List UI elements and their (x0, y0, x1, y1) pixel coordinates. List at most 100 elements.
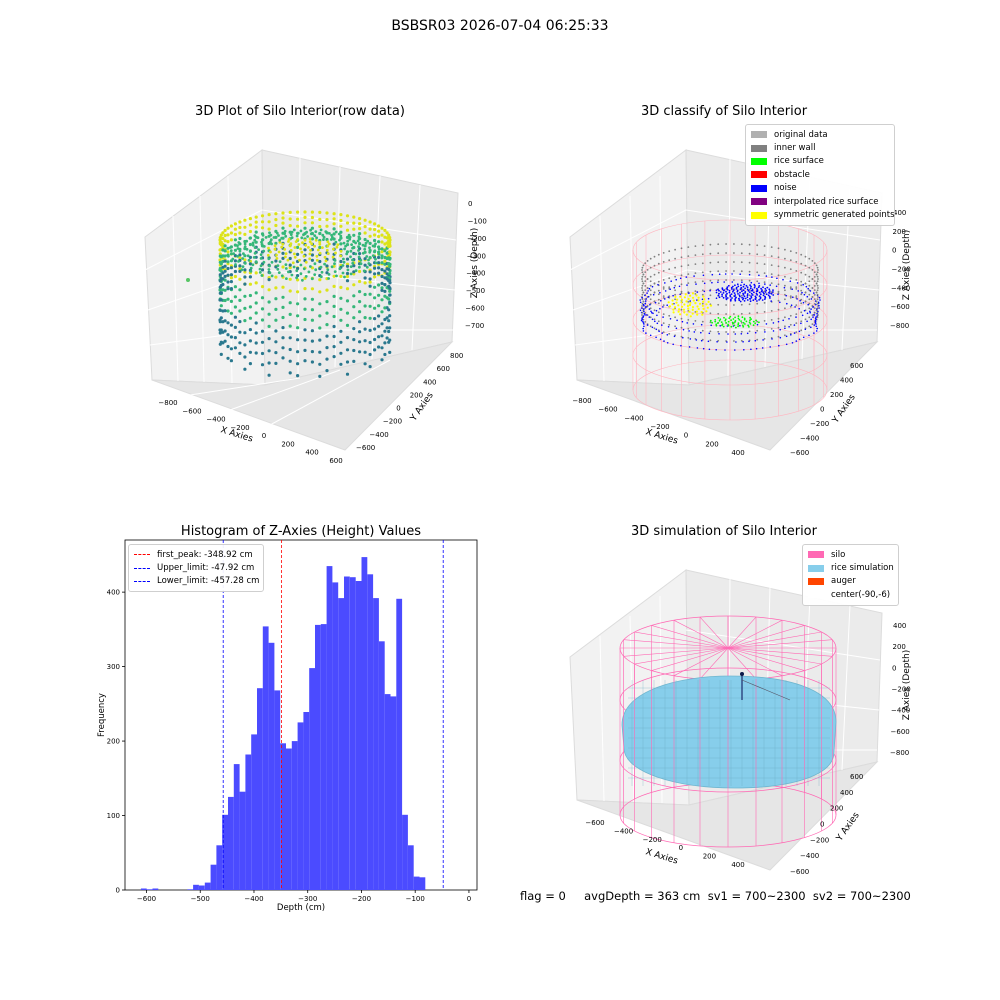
simulation-x-tick-label: −200 (643, 836, 662, 844)
histogram-bar (251, 734, 257, 890)
legend-label: interpolated rice surface (774, 196, 879, 207)
histogram-x-tick-label: −500 (191, 895, 210, 903)
histogram-x-tick-label: −100 (406, 895, 425, 903)
histogram-bar (198, 885, 205, 890)
histogram-frame (124, 539, 478, 891)
classify-y-tick-label: 200 (830, 391, 843, 399)
histogram-title: Histogram of Z-Axies (Height) Values (180, 524, 422, 539)
simulation-x-tick-label: 200 (703, 853, 716, 861)
histogram-bar (204, 882, 211, 890)
classify-y-tick-label: 400 (840, 377, 853, 385)
histogram-bar (268, 642, 275, 890)
classify-x-tick-label: −800 (572, 397, 591, 405)
histogram-bar (309, 668, 315, 890)
classify-zlabel: Z Axies (Depth) (902, 229, 912, 301)
histogram-bar (280, 743, 286, 890)
classify-plot-title: 3D classify of Silo Interior (640, 104, 808, 119)
histogram-x-ticks: −600 −500 −400 −300 −200 −100 0 (137, 890, 471, 903)
histogram-ylabel: Frequency (97, 693, 107, 737)
legend-label: obstacle (774, 169, 810, 180)
histogram-bar (373, 598, 379, 890)
simulation-z-tick-label: −800 (890, 749, 909, 757)
histogram-bar (291, 741, 298, 890)
legend-swatch (808, 591, 824, 599)
simulation-z-tick-label: 0 (892, 664, 896, 672)
histogram-bar (228, 796, 234, 890)
histogram-y-ticks: 0 100 200 300 400 (107, 589, 125, 895)
simulation-plot-title: 3D simulation of Silo Interior (631, 524, 817, 539)
legend-swatch (808, 564, 824, 572)
histogram-bar (297, 722, 304, 890)
legend-swatch (751, 198, 767, 206)
classify-z-tick-label: 400 (893, 209, 906, 217)
raw-axes-panes (144, 149, 459, 451)
simulation-y-tick-label: 0 (820, 821, 824, 829)
histogram-bar (152, 888, 159, 890)
classify-y-tick-label: 0 (820, 406, 824, 414)
histogram-bar (222, 814, 228, 890)
legend-swatch (751, 144, 767, 152)
legend-label: silo (831, 549, 846, 560)
histogram-bar (187, 889, 194, 890)
simulation-z-tick-label: 400 (893, 622, 906, 630)
classify-x-tick-label: 0 (684, 432, 688, 440)
classify-x-tick-label: −400 (624, 414, 643, 422)
histogram-bar (413, 876, 420, 890)
raw-y-tick-label: 400 (423, 378, 436, 386)
legend-label: Upper_limit: -47.92 cm (157, 563, 255, 574)
histogram-legend-item: Upper_limit: -47.92 cm (134, 561, 258, 574)
raw-y-tick-label: 800 (450, 352, 463, 360)
histogram-y-tick-label: 300 (107, 663, 120, 671)
classify-legend-item: noise (751, 182, 889, 195)
legend-line-swatch (134, 580, 150, 582)
histogram-bar (210, 864, 217, 890)
raw-x-tick-label: 0 (262, 432, 266, 440)
histogram-bar (320, 624, 327, 890)
histogram-bar (245, 754, 252, 890)
raw-outlier-point (186, 278, 190, 282)
raw-z-tick-label: −700 (465, 322, 484, 330)
raw-y-tick-label: −200 (383, 418, 402, 426)
simulation-legend-item: center(-90,-6) (808, 588, 893, 601)
raw-y-tick-label: −400 (369, 431, 388, 439)
raw-zlabel: Z Axies (Depth) (470, 227, 480, 299)
histogram-y-tick-label: 200 (107, 738, 120, 746)
legend-swatch (808, 577, 824, 585)
classify-silo-wireframe (632, 219, 828, 421)
histogram-x-tick-label: −200 (352, 895, 371, 903)
raw-x-tick-label: −800 (158, 399, 177, 407)
histogram-bar (355, 581, 362, 890)
legend-label: noise (774, 183, 797, 194)
histogram-bar (303, 712, 310, 890)
histogram-bar (146, 889, 153, 890)
raw-x-tick-label: −600 (182, 407, 201, 415)
classify-x-tick-label: 400 (731, 449, 744, 457)
histogram-x-tick-label: 0 (467, 895, 471, 903)
histogram-bar (367, 574, 374, 890)
histogram-bars (140, 557, 426, 890)
legend-label: first_peak: -348.92 cm (157, 549, 253, 560)
classify-y-tick-label: 600 (850, 362, 863, 370)
raw-x-tick-label: 600 (329, 457, 342, 465)
raw-x-tick-label: 200 (281, 440, 294, 448)
histogram-bar (315, 624, 321, 890)
simulation-silo-wireframe-back (619, 615, 837, 848)
simulation-legend: silo rice simulation auger center(-90,-6) (802, 544, 899, 606)
histogram-y-tick-label: 0 (116, 887, 120, 895)
histogram-y-tick-label: 100 (107, 812, 120, 820)
simulation-y-tick-label: −200 (810, 836, 829, 844)
simulation-x-tick-label: 0 (679, 844, 683, 852)
classify-legend-item: obstacle (751, 168, 889, 181)
histogram-bar (193, 884, 199, 890)
raw-ylabel: Y Axies (408, 390, 436, 424)
histogram-bar (378, 641, 385, 890)
simulation-legend-item: rice simulation (808, 561, 894, 574)
simulation-y-tick-label: −400 (800, 852, 819, 860)
classify-y-ticks: −600 −400 −200 0 200 400 600 (790, 362, 863, 457)
classify-legend-item: symmetric generated points (751, 208, 895, 221)
raw-x-tick-label: 400 (305, 449, 318, 457)
classify-xlabel: X Axies (644, 427, 679, 447)
raw-xlabel: X Axies (219, 425, 254, 445)
histogram-bar (349, 577, 356, 890)
legend-line-swatch (134, 567, 150, 569)
